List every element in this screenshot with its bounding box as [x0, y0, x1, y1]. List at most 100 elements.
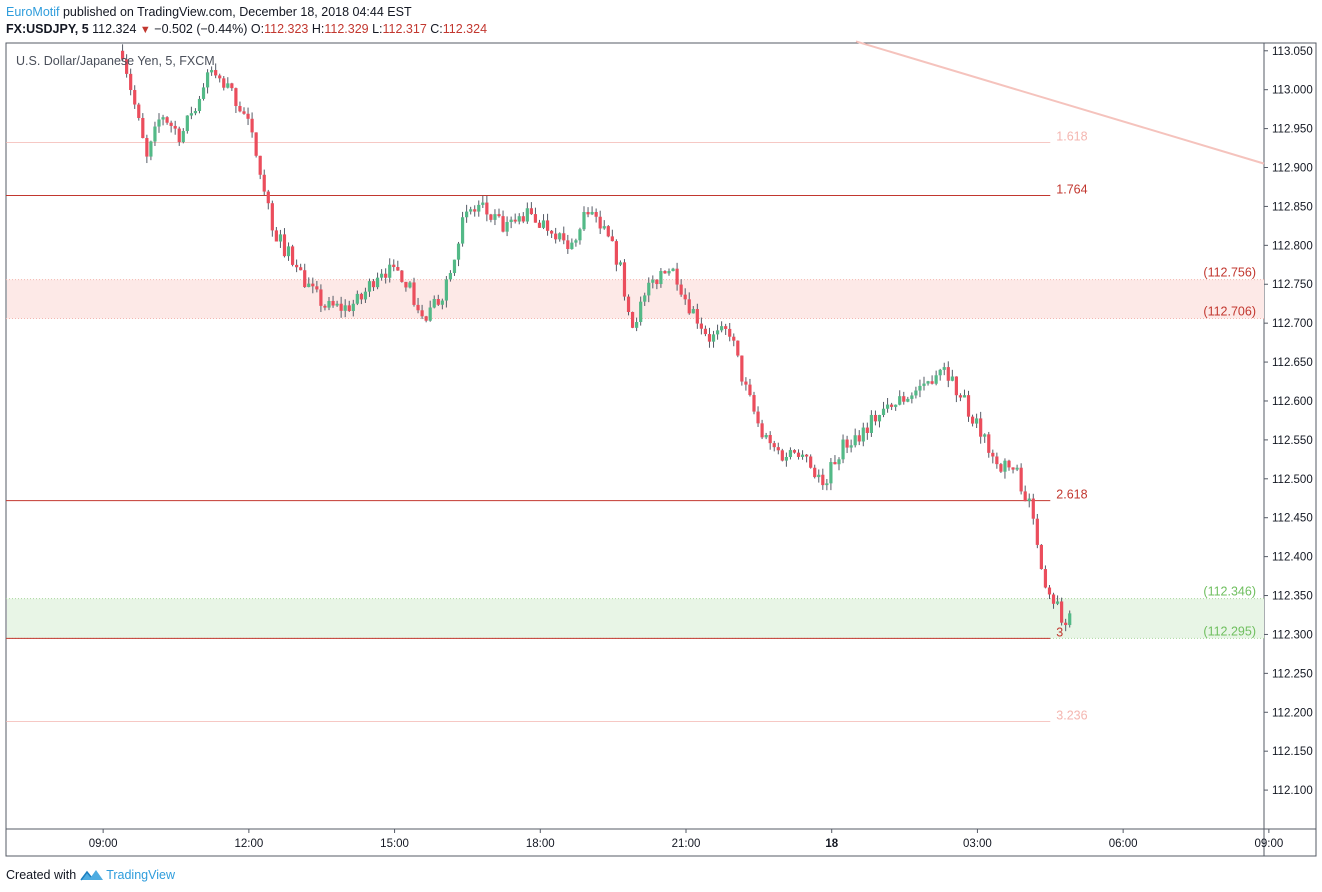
candle-body [647, 282, 651, 296]
candle-body [1011, 467, 1015, 470]
publish-line: EuroMotif published on TradingView.com, … [6, 4, 1306, 20]
candle-body [319, 289, 323, 306]
candle-body [351, 303, 355, 312]
candle-body [582, 211, 586, 230]
candle-body [189, 113, 193, 116]
candle-body [841, 439, 845, 460]
zones-layer: (112.756) (112.706) (112.346) (112.295) [6, 266, 1264, 639]
candle-body [817, 474, 821, 478]
candle-body [201, 87, 206, 99]
candle-body [699, 323, 703, 329]
y-tick-label: 112.450 [1272, 513, 1313, 525]
candle-body [930, 381, 934, 384]
created-with-text: Created with [6, 868, 77, 882]
candle-body [849, 445, 853, 448]
candle-body [157, 119, 161, 127]
x-tick-label: 06:00 [1109, 838, 1138, 850]
candle-body [274, 230, 278, 242]
candle-body [950, 376, 954, 381]
candle-body [695, 309, 699, 324]
candle-body [999, 464, 1003, 472]
y-tick-label: 112.300 [1272, 629, 1313, 641]
high-value: 112.329 [324, 22, 369, 36]
candle-body [942, 367, 946, 370]
candle-body [456, 243, 461, 260]
candle-body [906, 398, 910, 402]
candle-body [1039, 544, 1043, 570]
candle-body [954, 376, 958, 396]
x-tick-label: 18 [825, 838, 838, 850]
x-tick-label: 12:00 [234, 838, 263, 850]
candle-body [610, 236, 614, 242]
candle-body [691, 309, 695, 314]
candle-body [853, 435, 857, 446]
candle-body [1019, 467, 1023, 492]
candle-body [226, 83, 230, 88]
candle-body [129, 73, 133, 91]
candle-body [877, 414, 882, 422]
x-tick-label: 21:00 [672, 838, 701, 850]
candle-body [537, 222, 542, 228]
candle-body [149, 141, 153, 157]
candle-body [703, 328, 708, 335]
candle-body [938, 369, 942, 376]
candle-body [489, 214, 493, 220]
y-tick-label: 112.850 [1272, 201, 1313, 213]
candle-body [768, 435, 772, 444]
candle-body [1043, 569, 1048, 588]
zone-green-band [7, 598, 1264, 639]
candle-body [343, 305, 347, 311]
candle-body [545, 220, 550, 231]
candle-body [230, 83, 234, 89]
candle-body [934, 375, 938, 384]
candle-body [270, 203, 274, 231]
candle-body [975, 418, 979, 424]
fib-level-label-1.618: 1.618 [1056, 130, 1087, 144]
down-arrow-icon: ▼ [139, 24, 151, 36]
candle-body [331, 300, 335, 306]
candle-body [153, 126, 157, 142]
candle-body [772, 443, 776, 448]
candle-body [497, 214, 501, 217]
price-axis[interactable]: 113.050 113.000 112.950 112.900 112.850 112.8… [1264, 46, 1313, 797]
open-label: O: [250, 22, 265, 36]
candle-body [481, 202, 485, 205]
candle-body [728, 328, 732, 337]
symbol-label[interactable]: FX:USDJPY, 5 [6, 22, 89, 36]
candle-body [440, 300, 444, 305]
candle-body [137, 104, 141, 118]
candle-body [347, 305, 351, 312]
candle-body [355, 293, 359, 304]
last-price: 112.324 [92, 22, 137, 36]
tradingview-logo[interactable]: TradingView [80, 868, 175, 882]
candle-body [436, 299, 440, 305]
candle-body [339, 303, 343, 311]
candle-body [323, 305, 327, 308]
candle-body [979, 418, 983, 437]
candle-body [707, 334, 712, 342]
y-tick-label: 112.550 [1272, 435, 1313, 447]
candle-body [558, 233, 562, 240]
candle-body [885, 404, 890, 409]
tradingview-logo-icon [80, 870, 104, 881]
candle-body [505, 222, 509, 232]
candle-body [873, 414, 878, 422]
candle-body [740, 355, 744, 382]
candle-body [533, 214, 538, 223]
footer: Created with TradingView [6, 866, 175, 884]
candle-body [1023, 491, 1027, 502]
y-tick-label: 112.700 [1272, 318, 1313, 330]
time-axis[interactable]: 09:00 12:00 15:00 18:00 21:00 18 03:00 06:00 09:… [89, 829, 1283, 850]
candle-body [655, 279, 659, 285]
candle-body [375, 277, 380, 288]
y-tick-label: 113.000 [1272, 85, 1313, 97]
candle-body [408, 282, 412, 288]
chart-title: U.S. Dollar/Japanese Yen, 5, FXCM [16, 54, 215, 68]
candle-body [400, 270, 404, 282]
candle-body [517, 216, 521, 222]
candle-body [416, 304, 420, 311]
close-label: C: [430, 22, 443, 36]
author-link[interactable]: EuroMotif [6, 5, 60, 19]
candle-body [622, 262, 627, 297]
candle-body [210, 70, 214, 73]
